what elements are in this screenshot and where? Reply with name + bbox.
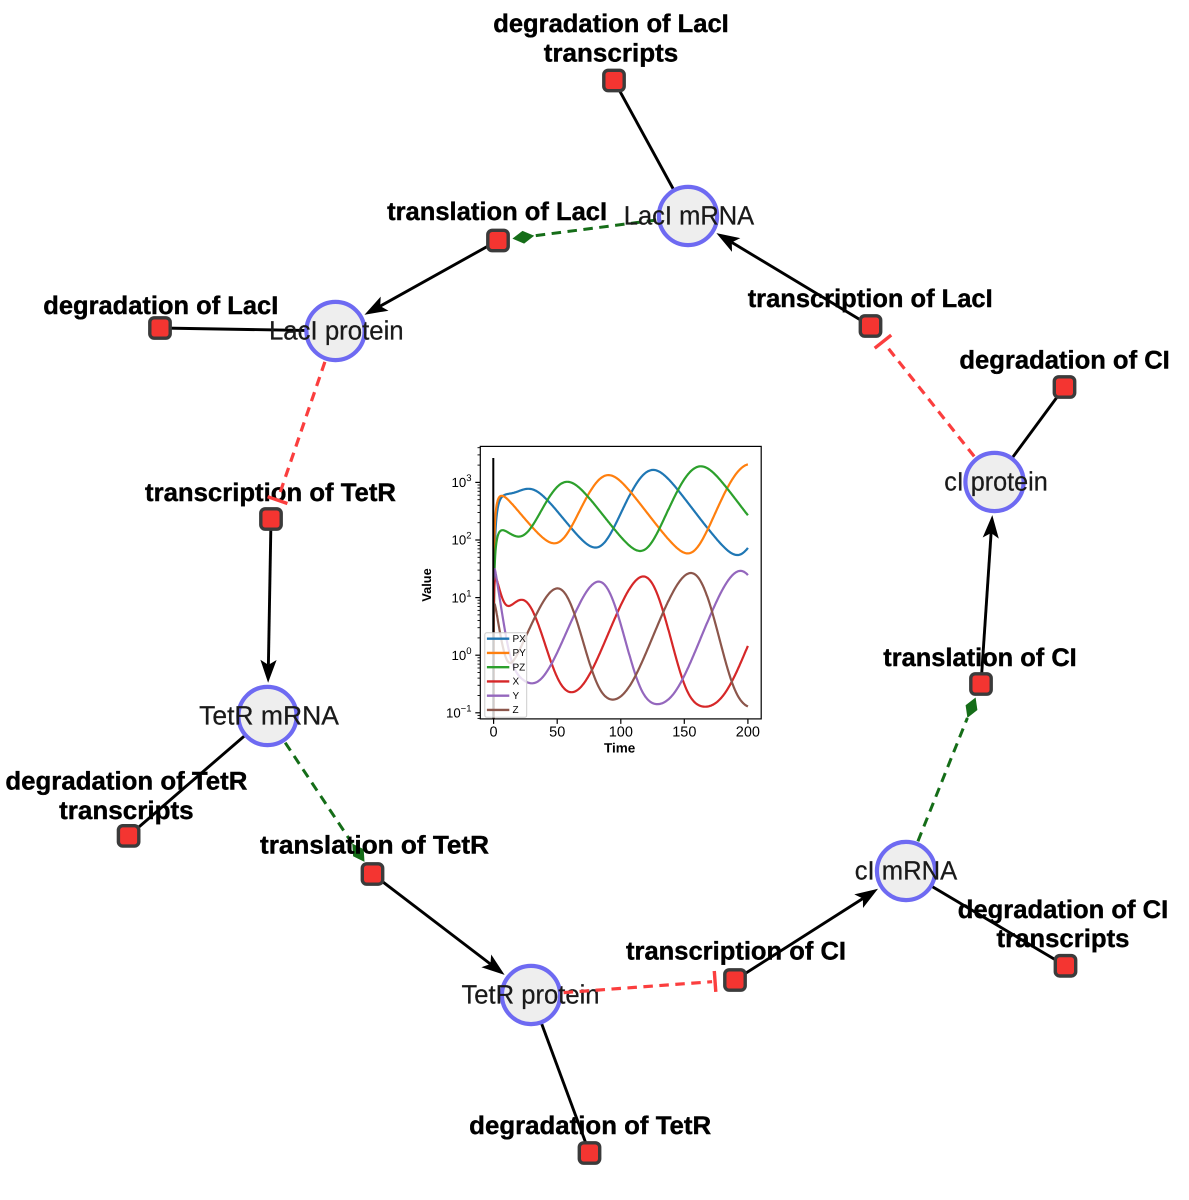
svg-text:0: 0	[490, 724, 498, 740]
svg-text:translation of TetR: translation of TetR	[260, 832, 489, 860]
svg-text:transcription of LacI: transcription of LacI	[748, 285, 993, 313]
svg-text:transcription of CI: transcription of CI	[626, 938, 846, 966]
svg-text:transcription of TetR: transcription of TetR	[145, 479, 396, 507]
svg-text:degradation of CI: degradation of CI	[958, 896, 1169, 924]
svg-text:degradation of TetR: degradation of TetR	[5, 768, 247, 796]
svg-text:transcripts: transcripts	[997, 925, 1130, 953]
svg-text:50: 50	[549, 724, 565, 740]
svg-text:degradation of LacI: degradation of LacI	[493, 10, 729, 38]
svg-text:cI mRNA: cI mRNA	[855, 856, 958, 886]
svg-text:100: 100	[609, 724, 633, 740]
svg-text:degradation of CI: degradation of CI	[959, 347, 1169, 375]
svg-text:PZ: PZ	[513, 663, 526, 674]
svg-text:transcripts: transcripts	[544, 40, 679, 68]
svg-text:translation of CI: translation of CI	[883, 644, 1077, 672]
svg-text:TetR protein: TetR protein	[462, 980, 600, 1010]
svg-text:X: X	[513, 677, 520, 688]
svg-text:transcripts: transcripts	[59, 797, 194, 825]
svg-text:150: 150	[672, 724, 696, 740]
svg-text:translation of LacI: translation of LacI	[387, 198, 607, 226]
svg-text:200: 200	[736, 724, 760, 740]
svg-text:degradation of TetR: degradation of TetR	[469, 1112, 711, 1140]
svg-text:degradation of LacI: degradation of LacI	[43, 292, 278, 320]
svg-text:Time: Time	[604, 741, 636, 756]
svg-text:Z: Z	[513, 705, 519, 716]
svg-text:TetR mRNA: TetR mRNA	[199, 701, 339, 731]
svg-text:LacI mRNA: LacI mRNA	[624, 201, 755, 231]
svg-text:LacI protein: LacI protein	[269, 316, 404, 346]
svg-text:Y: Y	[513, 691, 520, 702]
svg-text:PX: PX	[513, 634, 527, 645]
svg-text:Value: Value	[419, 568, 434, 601]
svg-text:PY: PY	[513, 648, 527, 659]
svg-text:cI protein: cI protein	[944, 467, 1048, 497]
